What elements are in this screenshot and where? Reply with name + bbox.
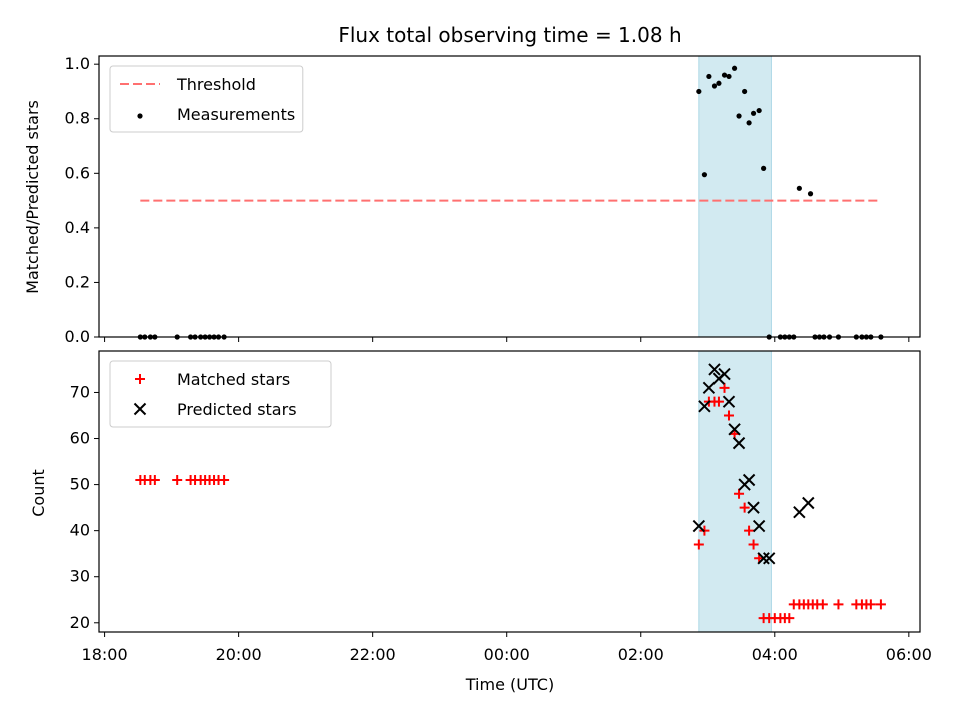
legend-label: Predicted stars [177, 400, 297, 419]
predicted-stars-point [762, 552, 776, 565]
y-tick-label: 0.6 [65, 163, 90, 182]
y-tick-label: 0.8 [65, 109, 90, 128]
legend-label: Measurements [177, 105, 295, 124]
y-tick-label: 40 [70, 521, 90, 540]
y-tick-label: 60 [70, 429, 90, 448]
predicted-stars-point [747, 501, 760, 514]
count-panel: 20 30 40 50 60 70 18:00 20:00 22:00 00:00 02:00 04:… [70, 350, 932, 664]
legend-measurement-swatch [137, 113, 143, 119]
matched-stars-point [219, 474, 230, 485]
matched-stars-point [865, 599, 876, 610]
x-tick-label: 18:00 [82, 645, 128, 664]
measurement-point [711, 83, 718, 89]
chart-title: Flux total observing time = 1.08 h [338, 23, 681, 47]
x-tick-label: 06:00 [886, 645, 932, 664]
axes-frame [98, 350, 921, 633]
measurement-point [756, 107, 762, 114]
y-tick-label: 0.0 [65, 327, 90, 346]
matched-stars-point [744, 525, 755, 536]
matched-stars-point [739, 502, 750, 513]
y-tick-label: 50 [70, 475, 90, 494]
predicted-stars-point [732, 436, 746, 450]
legend: Matched stars Predicted stars [109, 360, 332, 428]
y-tick-label: 0.2 [65, 272, 90, 291]
matched-stars-point [723, 410, 734, 421]
measurement-point [796, 185, 802, 191]
observing-interval-shade [698, 55, 772, 338]
measurement-point [807, 191, 814, 197]
measurement-point [742, 88, 748, 95]
y-tick-label: 30 [70, 567, 90, 586]
x-tick-label: 00:00 [484, 645, 530, 664]
matched-stars-point [734, 488, 745, 499]
predicted-stars-point [752, 519, 766, 533]
x-tick-label: 04:00 [752, 645, 798, 664]
y-tick-label: 1.0 [65, 54, 90, 73]
predicted-stars-point [708, 363, 721, 376]
matched-stars-point [719, 382, 730, 393]
predicted-stars-point [692, 519, 706, 533]
measurement-point [716, 80, 722, 86]
x-tick-label: 22:00 [350, 645, 396, 664]
y-tick-label: 20 [70, 613, 90, 632]
predicted-stars-point [728, 423, 741, 436]
measurement-point [726, 73, 732, 80]
measurement-point [701, 172, 708, 178]
matched-stars-point [875, 599, 886, 610]
y-axis-label-ratio: Matched/Predicted stars [23, 100, 42, 294]
legend-matched-swatch [135, 374, 145, 384]
predicted-stars-point [718, 367, 731, 381]
matched-stars-point [713, 396, 724, 407]
ratio-panel: 0.0 0.2 0.4 0.6 0.8 1.0 Threshold Measurements [65, 54, 921, 346]
x-tick-label: 02:00 [618, 645, 664, 664]
x-tick-label: 20:00 [216, 645, 262, 664]
y-tick-label: 0.4 [65, 218, 90, 237]
measurement-point [736, 113, 742, 119]
predicted-stars-point [802, 496, 815, 510]
measurement-point [721, 72, 728, 78]
measurement-point [761, 165, 767, 171]
y-tick-label: 70 [70, 382, 90, 401]
predicted-stars-point [702, 381, 716, 395]
legend: Threshold Measurements [109, 65, 304, 133]
legend-label: Threshold [176, 75, 256, 94]
axes-frame [98, 55, 921, 338]
measurement-point [750, 110, 757, 116]
predicted-stars-point [742, 473, 756, 487]
legend-box [109, 360, 332, 428]
matched-stars-point [172, 474, 183, 485]
legend-predicted-swatch [133, 402, 147, 416]
matched-stars-point [784, 613, 795, 624]
matched-stars-point [693, 539, 704, 550]
measurement-point [706, 73, 712, 80]
predicted-stars-point [698, 400, 711, 413]
matched-stars-point [149, 474, 160, 485]
measurement-point [731, 65, 738, 71]
matched-stars-point [817, 599, 828, 610]
measurement-point [696, 88, 702, 95]
measurement-point [746, 120, 752, 126]
y-axis-label-count: Count [29, 469, 48, 517]
predicted-stars-point [757, 552, 770, 565]
series-predicted-stars [692, 363, 815, 565]
legend-label: Matched stars [177, 370, 290, 389]
x-axis-label: Time (UTC) [465, 675, 554, 694]
legend-box [109, 65, 304, 133]
predicted-stars-point [722, 395, 736, 408]
matched-stars-point [833, 599, 844, 610]
observing-interval-shade [698, 350, 772, 633]
matched-stars-point [748, 539, 759, 550]
